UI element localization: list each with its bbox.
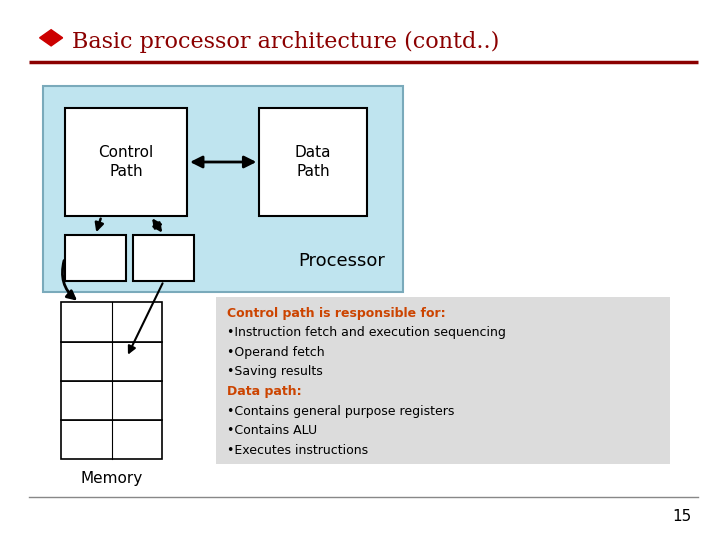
Text: •Operand fetch: •Operand fetch <box>227 346 325 359</box>
Text: Memory: Memory <box>81 471 143 486</box>
Text: Data path:: Data path: <box>227 385 302 398</box>
FancyBboxPatch shape <box>61 302 162 342</box>
Text: •Executes instructions: •Executes instructions <box>227 444 368 457</box>
FancyBboxPatch shape <box>61 420 162 459</box>
Text: •Contains general purpose registers: •Contains general purpose registers <box>227 404 454 417</box>
FancyBboxPatch shape <box>65 235 126 281</box>
Text: •Instruction fetch and execution sequencing: •Instruction fetch and execution sequenc… <box>227 326 505 339</box>
Text: Processor: Processor <box>298 252 385 270</box>
FancyBboxPatch shape <box>65 108 187 216</box>
Text: Control
Path: Control Path <box>99 145 153 179</box>
Text: MAR: MAR <box>80 251 111 265</box>
Polygon shape <box>40 30 63 46</box>
FancyBboxPatch shape <box>216 297 670 464</box>
FancyBboxPatch shape <box>61 342 162 381</box>
Text: •Contains ALU: •Contains ALU <box>227 424 317 437</box>
Text: •Saving results: •Saving results <box>227 366 323 379</box>
FancyBboxPatch shape <box>61 381 162 420</box>
FancyBboxPatch shape <box>43 86 403 292</box>
FancyBboxPatch shape <box>133 235 194 281</box>
Text: Data
Path: Data Path <box>295 145 331 179</box>
Text: Control path is responsible for:: Control path is responsible for: <box>227 307 446 320</box>
Text: MDR: MDR <box>148 251 180 265</box>
Text: Basic processor architecture (contd..): Basic processor architecture (contd..) <box>72 31 500 53</box>
FancyBboxPatch shape <box>259 108 367 216</box>
Text: 15: 15 <box>672 509 691 524</box>
